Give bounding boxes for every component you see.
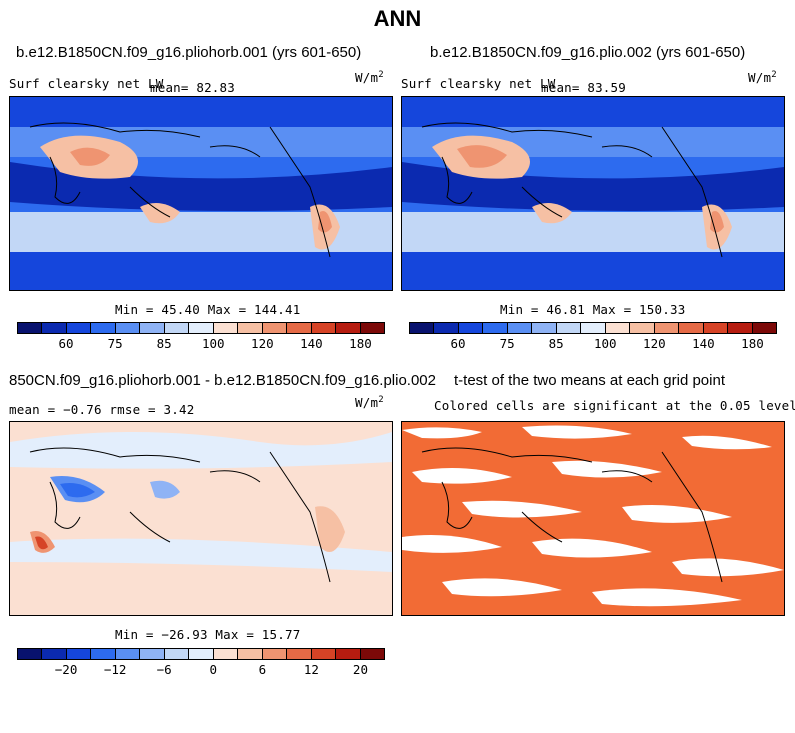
panel2-map xyxy=(401,96,785,291)
panel4-subtitle: Colored cells are significant at the 0.0… xyxy=(434,398,795,413)
panel2-mean: mean= 83.59 xyxy=(541,80,626,95)
colorbar-swatch xyxy=(311,323,337,333)
colorbar-swatch xyxy=(605,323,631,333)
colorbar-swatch xyxy=(360,323,385,333)
colorbar-tick-label: 120 xyxy=(251,336,274,351)
colorbar-swatch xyxy=(213,323,239,333)
colorbar-tick-label: 75 xyxy=(499,336,515,351)
panel1-mean: mean= 82.83 xyxy=(150,80,235,95)
colorbar-swatch xyxy=(654,323,680,333)
colorbar-swatch xyxy=(189,649,214,659)
colorbar-tick-label: 75 xyxy=(107,336,123,351)
figure-title: ANN xyxy=(373,6,422,31)
colorbar-tick-label: 12 xyxy=(303,662,319,677)
colorbar-swatch xyxy=(336,649,361,659)
colorbar-tick-label: 140 xyxy=(692,336,715,351)
colorbar-swatch xyxy=(238,649,263,659)
colorbar-swatch xyxy=(91,323,116,333)
panel2-colorbar-labels: 60 75 85 100 120 140 180 xyxy=(409,336,777,352)
colorbar-swatch xyxy=(287,649,312,659)
colorbar-swatch xyxy=(630,323,655,333)
colorbar-swatch xyxy=(752,323,777,333)
colorbar-swatch xyxy=(66,323,92,333)
colorbar-tick-label: 180 xyxy=(349,336,372,351)
colorbar-swatch xyxy=(703,323,729,333)
colorbar-tick-label: 100 xyxy=(593,336,617,351)
panel2-variable: Surf clearsky net LW xyxy=(401,76,556,91)
colorbar-swatch xyxy=(115,649,141,659)
colorbar-tick-label: 85 xyxy=(156,336,172,351)
panel2-minmax: Min = 46.81 Max = 150.33 xyxy=(500,302,686,317)
colorbar-swatch xyxy=(91,649,116,659)
panel2-units: W/m2 xyxy=(748,70,777,86)
colorbar-tick-label: −6 xyxy=(156,662,172,677)
colorbar-swatch xyxy=(532,323,557,333)
colorbar-swatch xyxy=(556,323,582,333)
colorbar-swatch xyxy=(311,649,337,659)
panel3-minmax: Min = −26.93 Max = 15.77 xyxy=(115,627,301,642)
colorbar-swatch xyxy=(360,649,385,659)
colorbar-swatch xyxy=(18,323,43,333)
colorbar-swatch xyxy=(458,323,484,333)
colorbar-swatch xyxy=(18,649,43,659)
panel1-colorbar xyxy=(17,322,385,334)
colorbar-tick-label: 180 xyxy=(741,336,764,351)
colorbar-tick-label: 6 xyxy=(258,662,267,677)
colorbar-swatch xyxy=(238,323,263,333)
colorbar-tick-label: 140 xyxy=(300,336,323,351)
colorbar-swatch xyxy=(434,323,459,333)
colorbar-swatch xyxy=(164,323,190,333)
panel4-title: t-test of the two means at each grid poi… xyxy=(454,372,725,389)
panel3-colorbar xyxy=(17,648,385,660)
colorbar-swatch xyxy=(287,323,312,333)
panel1-units: W/m2 xyxy=(355,70,384,86)
panel3-colorbar-labels: −20 −12 −6 0 6 12 20 xyxy=(17,662,385,678)
colorbar-swatch xyxy=(410,323,435,333)
colorbar-tick-label: −20 xyxy=(54,662,78,677)
colorbar-swatch xyxy=(42,323,67,333)
colorbar-swatch xyxy=(336,323,361,333)
colorbar-swatch xyxy=(507,323,533,333)
panel4-map xyxy=(401,421,785,616)
colorbar-swatch xyxy=(42,649,67,659)
colorbar-swatch xyxy=(483,323,508,333)
colorbar-swatch xyxy=(262,649,288,659)
colorbar-tick-label: 20 xyxy=(352,662,368,677)
colorbar-swatch xyxy=(140,323,165,333)
colorbar-swatch xyxy=(115,323,141,333)
colorbar-swatch xyxy=(164,649,190,659)
colorbar-swatch xyxy=(728,323,753,333)
colorbar-swatch xyxy=(66,649,92,659)
colorbar-tick-label: 60 xyxy=(58,336,74,351)
panel1-map xyxy=(9,96,393,291)
panel1-title: b.e12.B1850CN.f09_g16.pliohorb.001 (yrs … xyxy=(16,44,362,61)
colorbar-swatch xyxy=(189,323,214,333)
panel2-title: b.e12.B1850CN.f09_g16.plio.002 (yrs 601-… xyxy=(430,44,746,61)
colorbar-swatch xyxy=(213,649,239,659)
colorbar-swatch xyxy=(262,323,288,333)
panel1-colorbar-labels: 60 75 85 100 120 140 180 xyxy=(17,336,385,352)
colorbar-tick-label: 100 xyxy=(201,336,225,351)
panel3-title: 850CN.f09_g16.pliohorb.001 - b.e12.B1850… xyxy=(9,372,436,389)
colorbar-tick-label: 120 xyxy=(643,336,666,351)
colorbar-tick-label: 0 xyxy=(209,662,218,677)
colorbar-swatch xyxy=(140,649,165,659)
panel1-variable: Surf clearsky net LW xyxy=(9,76,164,91)
panel3-stats: mean = −0.76 rmse = 3.42 xyxy=(9,402,195,417)
colorbar-swatch xyxy=(581,323,606,333)
panel3-map xyxy=(9,421,393,616)
colorbar-tick-label: 60 xyxy=(450,336,466,351)
colorbar-swatch xyxy=(679,323,704,333)
colorbar-tick-label: 85 xyxy=(548,336,564,351)
panel3-units: W/m2 xyxy=(355,395,384,411)
panel2-colorbar xyxy=(409,322,777,334)
colorbar-tick-label: −12 xyxy=(103,662,127,677)
panel1-minmax: Min = 45.40 Max = 144.41 xyxy=(115,302,301,317)
